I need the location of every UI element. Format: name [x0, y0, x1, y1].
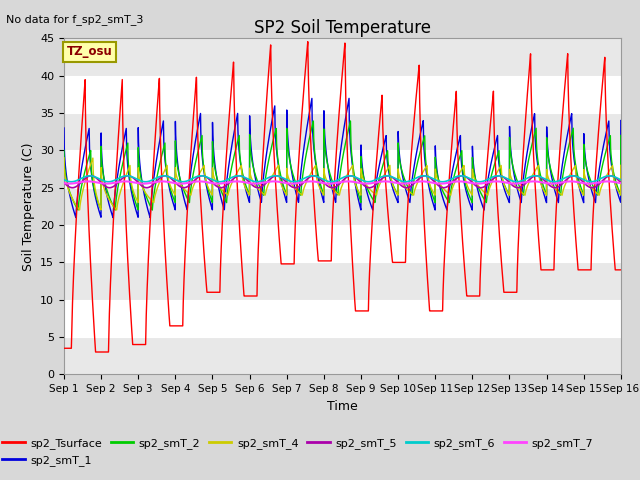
sp2_smT_6	[617, 177, 625, 183]
sp2_smT_7	[322, 180, 330, 186]
sp2_smT_5	[436, 184, 444, 190]
sp2_smT_2	[60, 147, 68, 153]
sp2_Tsurface	[436, 308, 444, 314]
sp2_smT_4	[322, 175, 330, 181]
sp2_smT_1	[616, 198, 624, 204]
sp2_smT_2	[499, 178, 507, 184]
Legend: sp2_Tsurface, sp2_smT_1, sp2_smT_2, sp2_smT_4, sp2_smT_5, sp2_smT_6, sp2_smT_7: sp2_Tsurface, sp2_smT_1, sp2_smT_2, sp2_…	[0, 434, 598, 470]
sp2_smT_5	[328, 185, 336, 191]
sp2_smT_7	[60, 180, 68, 186]
sp2_smT_1	[147, 215, 154, 220]
sp2_smT_1	[436, 187, 444, 192]
sp2_smT_6	[322, 178, 330, 183]
sp2_smT_5	[60, 180, 68, 185]
sp2_Tsurface	[304, 39, 312, 45]
Line: sp2_smT_4: sp2_smT_4	[64, 158, 621, 210]
sp2_smT_2	[347, 118, 355, 124]
sp2_smT_6	[234, 173, 242, 179]
sp2_smT_4	[113, 207, 120, 213]
Line: sp2_smT_7: sp2_smT_7	[64, 181, 621, 184]
sp2_Tsurface	[499, 279, 507, 285]
sp2_smT_1	[617, 118, 625, 123]
Y-axis label: Soil Temperature (C): Soil Temperature (C)	[22, 142, 35, 271]
Bar	[64, 76, 621, 113]
sp2_smT_5	[617, 180, 625, 185]
Line: sp2_smT_5: sp2_smT_5	[64, 176, 621, 188]
Bar	[64, 150, 621, 188]
sp2_smT_7	[381, 179, 389, 184]
sp2_smT_2	[616, 191, 624, 197]
sp2_smT_7	[400, 181, 408, 187]
Bar	[64, 300, 621, 337]
sp2_smT_2	[148, 207, 156, 213]
sp2_smT_7	[436, 181, 444, 187]
sp2_smT_5	[468, 179, 476, 184]
sp2_smT_1	[322, 145, 330, 151]
sp2_smT_1	[345, 96, 353, 101]
sp2_smT_2	[468, 198, 476, 204]
sp2_smT_2	[436, 183, 444, 189]
sp2_smT_6	[468, 177, 476, 182]
sp2_smT_4	[161, 168, 168, 174]
sp2_smT_7	[160, 179, 168, 184]
sp2_smT_5	[160, 173, 168, 179]
sp2_smT_1	[161, 146, 168, 152]
sp2_smT_6	[436, 179, 444, 184]
sp2_smT_5	[322, 181, 330, 187]
sp2_smT_6	[616, 177, 624, 182]
sp2_smT_5	[616, 179, 624, 185]
sp2_smT_6	[253, 179, 260, 185]
sp2_Tsurface	[468, 293, 476, 299]
Bar	[64, 38, 621, 76]
sp2_Tsurface	[92, 349, 99, 355]
sp2_smT_6	[60, 177, 68, 183]
sp2_smT_4	[60, 155, 68, 161]
sp2_smT_4	[616, 192, 624, 197]
sp2_smT_4	[467, 191, 475, 196]
Bar	[64, 263, 621, 300]
sp2_smT_2	[617, 132, 625, 138]
sp2_Tsurface	[60, 346, 68, 351]
Bar	[64, 113, 621, 150]
sp2_smT_4	[617, 162, 625, 168]
sp2_smT_4	[499, 178, 507, 184]
Text: TZ_osu: TZ_osu	[67, 45, 113, 58]
sp2_Tsurface	[617, 267, 625, 273]
sp2_smT_2	[161, 143, 168, 149]
Text: No data for f_sp2_smT_3: No data for f_sp2_smT_3	[6, 14, 144, 25]
sp2_Tsurface	[161, 230, 168, 236]
sp2_smT_6	[160, 173, 168, 179]
Title: SP2 Soil Temperature: SP2 Soil Temperature	[254, 19, 431, 37]
sp2_smT_5	[347, 173, 355, 179]
sp2_smT_7	[616, 180, 624, 186]
sp2_smT_2	[322, 151, 330, 156]
Bar	[64, 225, 621, 263]
sp2_smT_7	[468, 180, 476, 186]
sp2_smT_4	[436, 182, 444, 188]
sp2_smT_5	[499, 174, 507, 180]
Line: sp2_smT_1: sp2_smT_1	[64, 98, 621, 217]
sp2_Tsurface	[322, 258, 330, 264]
Line: sp2_Tsurface: sp2_Tsurface	[64, 42, 621, 352]
sp2_smT_6	[499, 174, 507, 180]
sp2_smT_7	[499, 179, 507, 185]
sp2_smT_1	[60, 125, 68, 131]
sp2_smT_1	[468, 205, 476, 211]
Bar	[64, 188, 621, 225]
sp2_smT_1	[499, 181, 507, 187]
Bar	[64, 337, 621, 374]
Line: sp2_smT_2: sp2_smT_2	[64, 121, 621, 210]
Line: sp2_smT_6: sp2_smT_6	[64, 176, 621, 182]
X-axis label: Time: Time	[327, 400, 358, 413]
sp2_smT_7	[617, 180, 625, 186]
sp2_Tsurface	[616, 267, 624, 273]
